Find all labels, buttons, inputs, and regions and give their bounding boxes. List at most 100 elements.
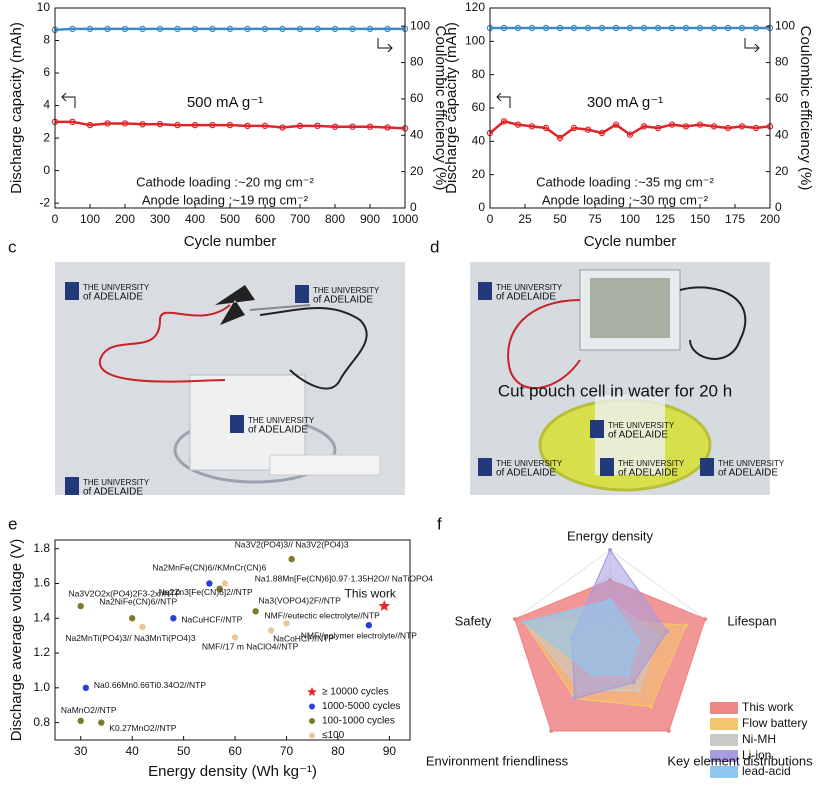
data-point (226, 121, 234, 129)
y-tick-label: 6 (43, 65, 50, 79)
data-point (191, 25, 199, 33)
data-point (226, 25, 234, 33)
point-label: K0.27MnO2//NTP (109, 723, 176, 733)
point-label: Na1.88Mn[Fe(CN)6]0.97·1.35H2O// NaTiOPO4 (255, 574, 434, 584)
data-point (104, 25, 111, 33)
point-label: NaCuHCF//NTP (181, 615, 242, 625)
x-tick-label: 0 (487, 212, 494, 226)
data-point (252, 608, 259, 615)
data-point (528, 123, 536, 130)
y-tick-label: 1.6 (33, 576, 50, 590)
data-point (296, 25, 304, 33)
data-point (626, 131, 634, 138)
data-point (221, 580, 228, 587)
logo-text: THE UNIVERSITY (608, 421, 675, 430)
x-tick-label: 700 (290, 212, 310, 226)
data-point (231, 634, 239, 641)
radar-point (649, 704, 654, 709)
data-point (86, 25, 94, 33)
point-label: NaCoHCF//NTP (273, 634, 334, 644)
data-point (556, 134, 564, 142)
data-point (710, 24, 718, 32)
data-point (349, 123, 356, 130)
logo-text: of ADELAIDE (496, 292, 556, 303)
logo-text: of ADELAIDE (83, 292, 143, 303)
data-point (314, 122, 321, 130)
data-point (139, 623, 146, 631)
point-label: NaMnO2//NTP (61, 705, 117, 715)
data-point (244, 25, 251, 33)
data-point (279, 25, 286, 33)
data-point (752, 124, 760, 132)
x-tick-label: 40 (125, 744, 139, 758)
data-point (366, 123, 374, 130)
x-tick-label: 50 (177, 744, 191, 758)
radar-point (631, 680, 636, 685)
logo-text: THE UNIVERSITY (618, 459, 685, 468)
data-point (598, 24, 606, 32)
data-point (584, 24, 592, 32)
data-point (682, 123, 690, 130)
data-point (528, 24, 536, 32)
logo-crest (478, 282, 492, 300)
point-label: NMF//polymer electrolyte//NTP (301, 630, 418, 640)
logo-crest (230, 415, 244, 433)
logo-text: of ADELAIDE (608, 430, 668, 441)
panel-label: e (8, 514, 17, 533)
data-point (654, 124, 662, 132)
data-point (174, 121, 181, 129)
y2-tick-label: 0 (410, 200, 417, 214)
logo-text: THE UNIVERSITY (248, 416, 315, 425)
y2-tick-label: 100 (410, 18, 430, 32)
data-point (98, 719, 105, 726)
y-tick-label: 40 (472, 134, 486, 148)
logo-text: of ADELAIDE (618, 468, 678, 479)
point-label: NMF//eutectic electrolyte//NTP (265, 611, 381, 621)
point-label: This work (345, 586, 397, 600)
data-point (514, 121, 522, 128)
legend-swatch (710, 718, 738, 730)
data-point (570, 124, 578, 132)
x-tick-label: 1000 (392, 212, 419, 226)
data-point (710, 123, 718, 130)
radar-point (637, 688, 642, 693)
data-point (668, 121, 676, 128)
point-label: Na3V2O2x(PO4)2F3-2x//NTP (69, 588, 182, 598)
logo-text: of ADELAIDE (83, 487, 143, 498)
radar-point (666, 728, 671, 733)
radar-point (608, 598, 612, 602)
data-point (139, 121, 146, 128)
annotation: Anode loading :~19 mg cm⁻² (142, 192, 309, 207)
logo-crest (600, 458, 614, 476)
legend-marker (309, 732, 315, 739)
radar-axis-label: Energy density (567, 528, 653, 543)
data-point (261, 25, 269, 33)
radar-point (572, 696, 577, 701)
y-tick-label: 1.2 (33, 645, 50, 659)
y-tick-label: -2 (39, 195, 50, 209)
data-point (121, 25, 129, 33)
y-tick-label: 8 (43, 33, 50, 47)
data-point (121, 120, 129, 127)
point-label: Na2Zn3[Fe(CN)6]2//NTP (159, 587, 253, 597)
x-tick-label: 900 (360, 212, 380, 226)
radar-axis-label: Safety (455, 613, 492, 628)
data-point (216, 585, 223, 592)
panel-label: f (437, 514, 442, 533)
data-point (724, 124, 732, 132)
data-point (378, 600, 390, 611)
x-tick-label: 100 (80, 212, 100, 226)
x-tick-label: 50 (553, 212, 567, 226)
logo-text: of ADELAIDE (248, 425, 308, 436)
axis-arrow (377, 38, 393, 53)
data-point (738, 123, 746, 130)
y2-tick-label: 20 (775, 164, 789, 178)
y2-tick-label: 100 (775, 18, 795, 32)
radar-point (608, 548, 612, 552)
data-point (104, 120, 111, 127)
radar-point (703, 617, 708, 622)
x-axis-label: Cycle number (584, 233, 677, 250)
legend-label: ≥ 10000 cycles (322, 687, 389, 698)
logo-crest (590, 420, 604, 438)
